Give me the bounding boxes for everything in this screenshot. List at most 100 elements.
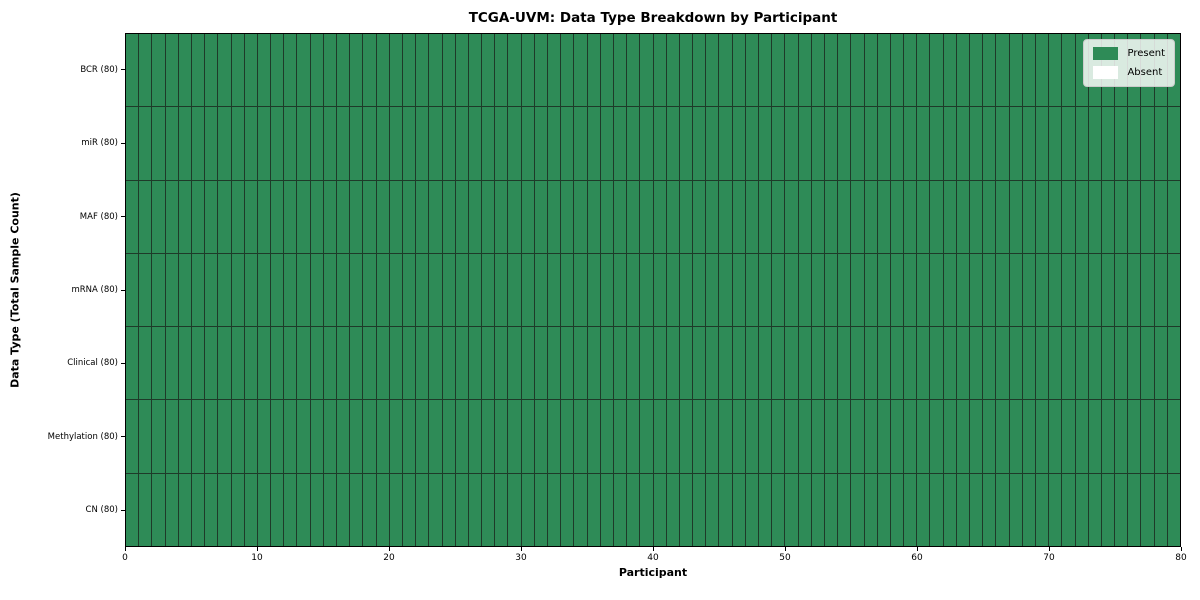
heatmap-cell xyxy=(653,107,666,180)
heatmap-cell xyxy=(719,253,732,327)
heatmap-cell xyxy=(851,400,864,473)
heatmap-cell xyxy=(561,473,574,546)
heatmap-cell xyxy=(323,327,336,400)
heatmap-cell xyxy=(495,327,508,400)
x-tick-mark xyxy=(916,547,918,551)
heatmap-cell xyxy=(956,107,969,180)
heatmap-cell xyxy=(363,34,376,107)
heatmap-cell xyxy=(561,34,574,107)
heatmap-cell xyxy=(363,253,376,327)
heatmap-cell xyxy=(653,180,666,253)
heatmap-cell xyxy=(534,473,547,546)
heatmap-cell xyxy=(297,180,310,253)
heatmap-cell xyxy=(376,400,389,473)
heatmap-cell xyxy=(653,34,666,107)
heatmap-cell xyxy=(956,180,969,253)
x-tick-label: 30 xyxy=(515,553,527,563)
heatmap-cell xyxy=(772,180,785,253)
heatmap-cell xyxy=(759,400,772,473)
heatmap-cell xyxy=(521,180,534,253)
heatmap-cell xyxy=(389,400,402,473)
heatmap-cell xyxy=(679,400,693,473)
heatmap-cell xyxy=(772,473,785,546)
heatmap-cell xyxy=(218,327,231,400)
heatmap-cell xyxy=(1154,473,1167,546)
legend-item-absent: Absent xyxy=(1093,66,1165,79)
heatmap-cell xyxy=(613,107,627,180)
heatmap-cell xyxy=(1062,34,1075,107)
y-tick-label: miR (80) xyxy=(81,138,118,149)
heatmap-cell xyxy=(165,400,178,473)
heatmap-cell xyxy=(970,180,983,253)
heatmap-cell xyxy=(468,327,482,400)
heatmap-cell xyxy=(745,253,758,327)
heatmap-cell xyxy=(442,327,455,400)
heatmap-cell xyxy=(1101,107,1115,180)
heatmap-cell xyxy=(574,253,587,327)
heatmap-cell xyxy=(1141,253,1154,327)
heatmap-cell xyxy=(640,253,653,327)
heatmap-cell xyxy=(363,400,376,473)
heatmap-cell xyxy=(178,107,191,180)
heatmap-cell xyxy=(442,473,455,546)
heatmap-cell xyxy=(548,400,561,473)
heatmap-cell xyxy=(508,253,521,327)
heatmap-cell xyxy=(838,107,851,180)
heatmap-cell xyxy=(838,180,851,253)
heatmap-cell xyxy=(1022,34,1035,107)
heatmap-cell xyxy=(1075,253,1088,327)
heatmap-cell xyxy=(455,327,468,400)
heatmap-cell xyxy=(1009,327,1022,400)
heatmap-cell xyxy=(983,180,996,253)
heatmap-cell xyxy=(455,473,468,546)
heatmap-cell xyxy=(943,180,956,253)
heatmap-cell xyxy=(824,400,838,473)
heatmap-cell xyxy=(970,400,983,473)
heatmap-cell xyxy=(482,107,495,180)
heatmap-cell xyxy=(798,253,811,327)
heatmap-cell xyxy=(323,34,336,107)
heatmap-cell xyxy=(482,327,495,400)
heatmap-cell xyxy=(152,253,165,327)
x-tick-label: 60 xyxy=(911,553,923,563)
heatmap-cell xyxy=(1167,473,1180,546)
heatmap-cell xyxy=(956,400,969,473)
heatmap-cell xyxy=(218,180,231,253)
heatmap-cell xyxy=(231,180,244,253)
heatmap-cell xyxy=(310,180,323,253)
heatmap-cell xyxy=(1009,473,1022,546)
heatmap-cell xyxy=(191,253,205,327)
x-tick-label: 20 xyxy=(383,553,395,563)
heatmap-cell xyxy=(613,180,627,253)
heatmap-cell xyxy=(297,107,310,180)
heatmap-cell xyxy=(745,327,758,400)
heatmap-cell xyxy=(482,180,495,253)
heatmap-cell xyxy=(1022,473,1035,546)
heatmap-cell xyxy=(574,34,587,107)
heatmap-cell xyxy=(627,253,640,327)
x-tick-label: 10 xyxy=(251,553,263,563)
heatmap-cell xyxy=(350,400,363,473)
heatmap-cell xyxy=(165,253,178,327)
heatmap-cell xyxy=(297,253,310,327)
heatmap-cell xyxy=(890,473,904,546)
heatmap-cell xyxy=(693,400,706,473)
heatmap-cell xyxy=(890,327,904,400)
heatmap-cell xyxy=(218,473,231,546)
heatmap-cell xyxy=(468,34,482,107)
heatmap-cell xyxy=(482,473,495,546)
heatmap-cell xyxy=(679,34,693,107)
x-tick-label: 80 xyxy=(1175,553,1187,563)
legend-swatch-present xyxy=(1093,47,1119,60)
heatmap-cell xyxy=(1062,107,1075,180)
heatmap-cell xyxy=(693,34,706,107)
heatmap-cell xyxy=(719,107,732,180)
heatmap-cell xyxy=(1009,180,1022,253)
heatmap-cell xyxy=(653,253,666,327)
heatmap-cell xyxy=(811,107,824,180)
heatmap-cell xyxy=(284,253,297,327)
heatmap-cell xyxy=(1062,400,1075,473)
heatmap-cell xyxy=(627,180,640,253)
heatmap-cell xyxy=(1062,253,1075,327)
heatmap-cell xyxy=(508,34,521,107)
